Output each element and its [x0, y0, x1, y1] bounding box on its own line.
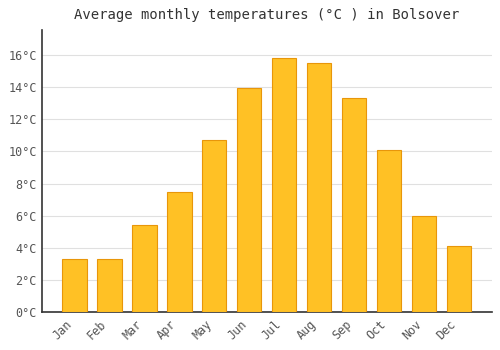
Bar: [237, 89, 262, 313]
Bar: [202, 140, 226, 313]
Title: Average monthly temperatures (°C ) in Bolsover: Average monthly temperatures (°C ) in Bo…: [74, 8, 460, 22]
Bar: [97, 259, 122, 313]
Bar: [342, 98, 366, 313]
Bar: [412, 216, 436, 313]
Bar: [272, 58, 296, 313]
Bar: [62, 259, 86, 313]
Bar: [307, 63, 332, 313]
Bar: [446, 246, 471, 313]
Bar: [167, 191, 192, 313]
Bar: [377, 150, 402, 313]
Bar: [132, 225, 156, 313]
